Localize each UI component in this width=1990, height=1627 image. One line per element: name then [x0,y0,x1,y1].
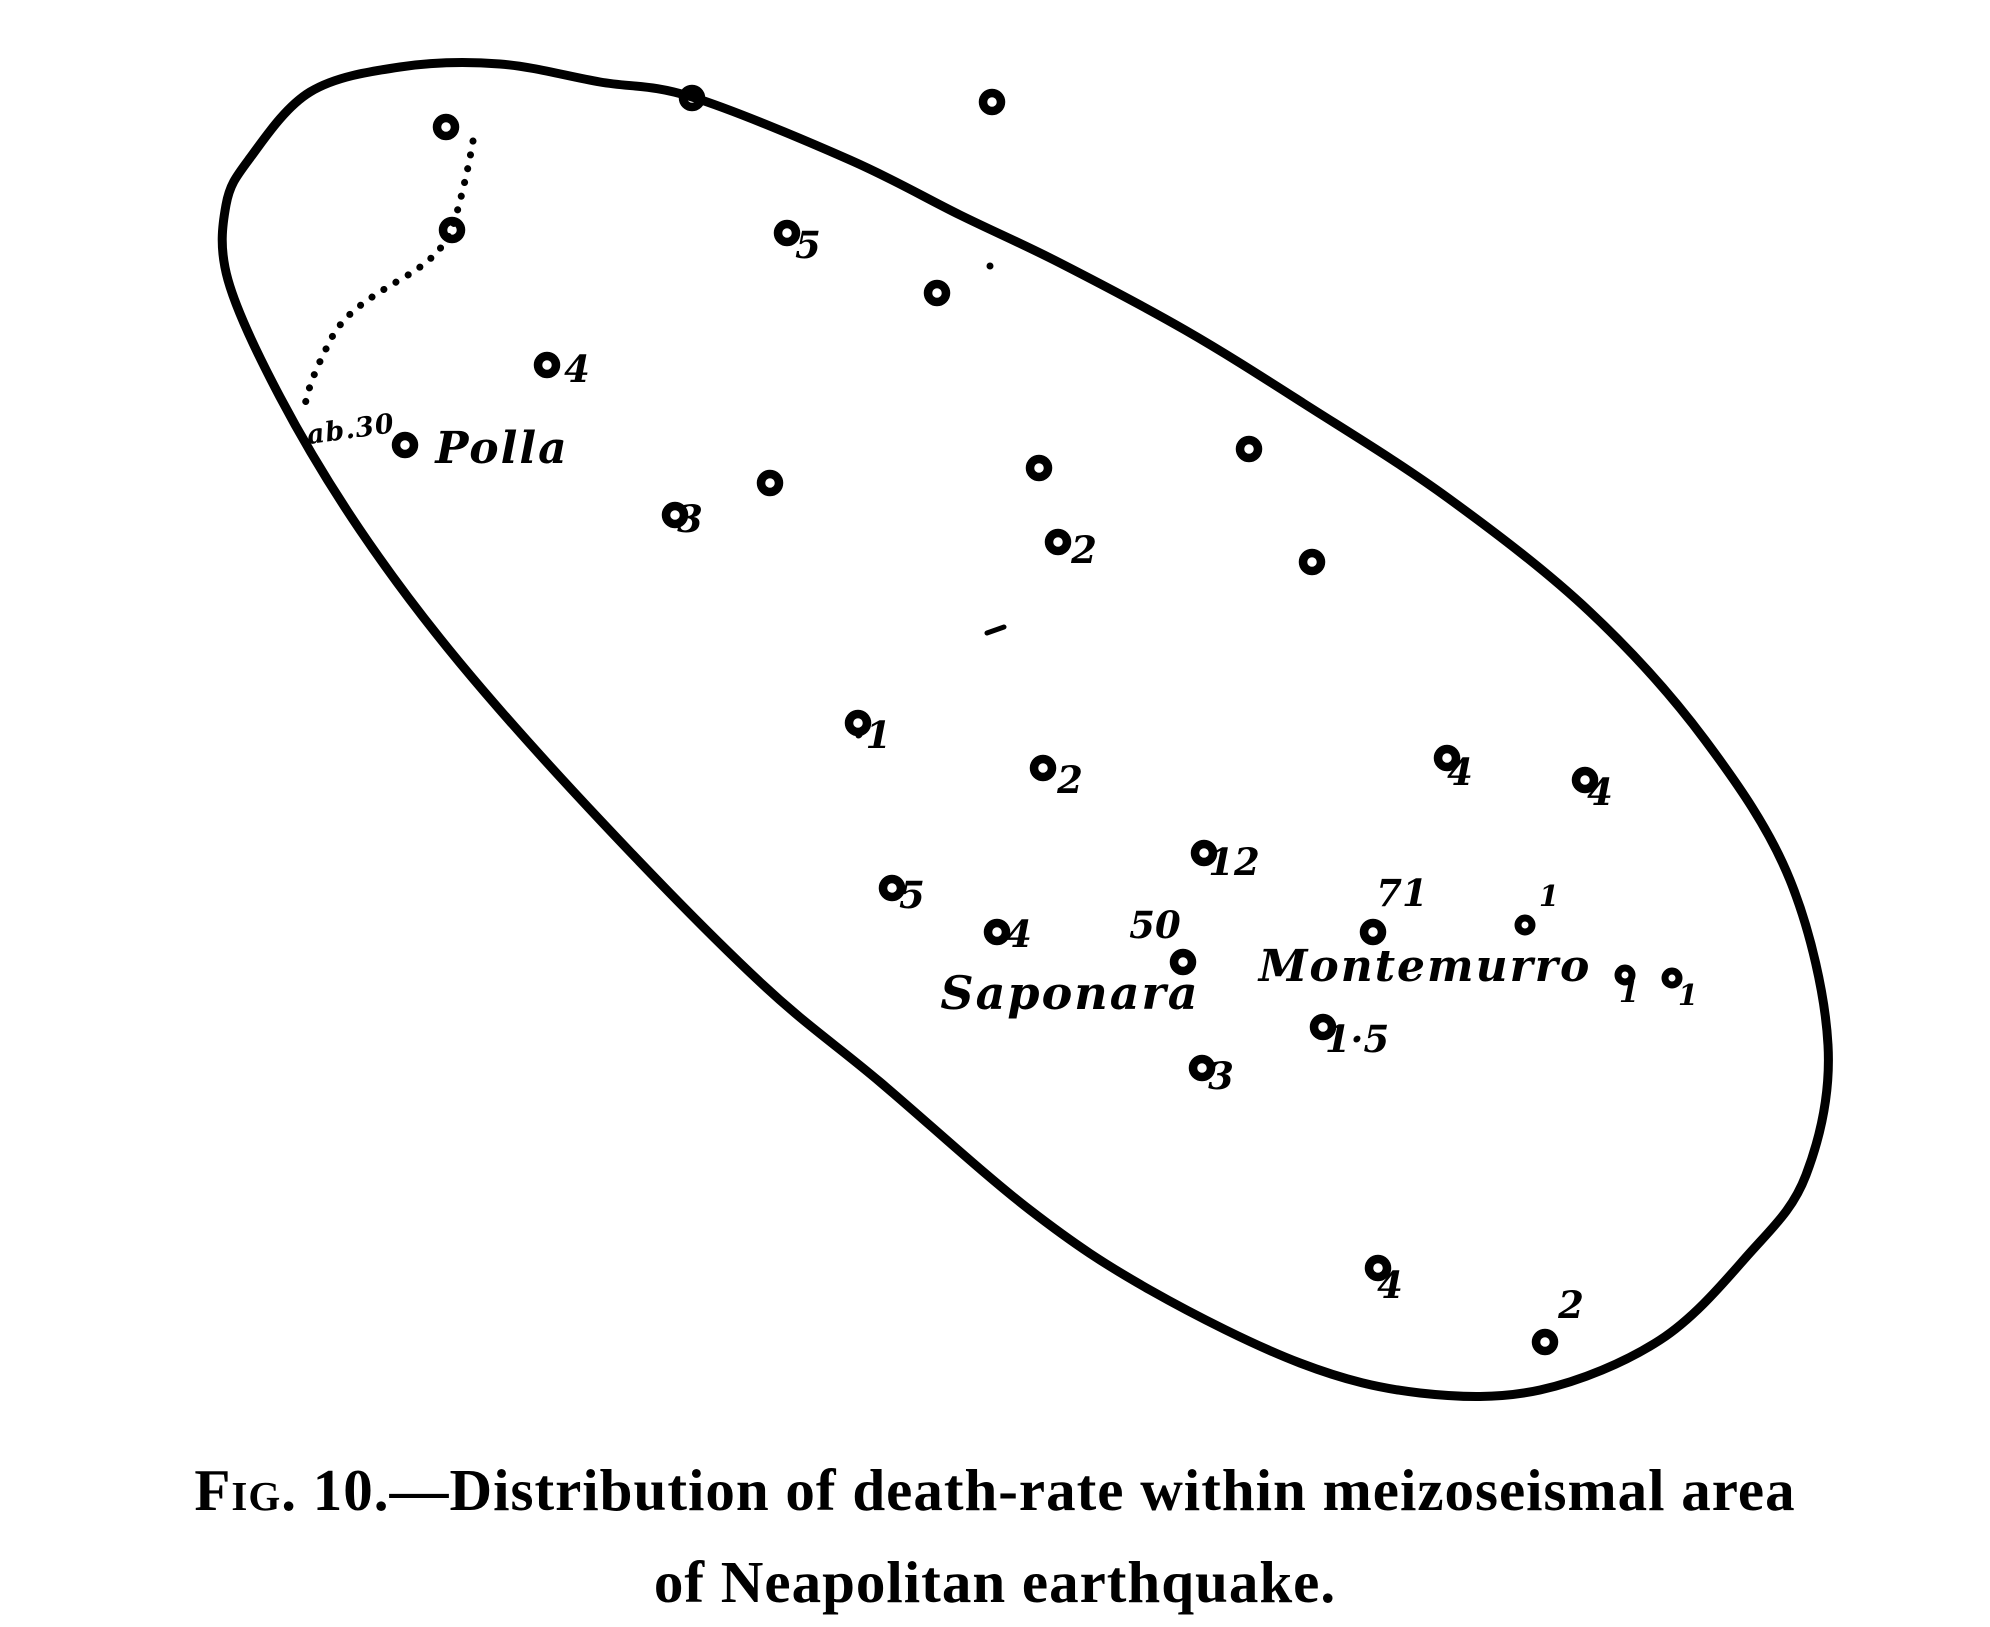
death-rate-marker [432,113,460,141]
death-rate-marker [1235,435,1263,463]
death-rate-marker [533,351,561,379]
death-rate-marker [773,219,801,247]
death-rate-marker [878,874,906,902]
death-rate-label: 4 [564,347,590,391]
death-rate-label: 1 [1678,978,1698,1012]
death-rate-marker [438,216,466,244]
death-rate-marker [1359,918,1387,946]
place-label-montemurro: Montemurro [1257,941,1592,992]
death-rate-marker [1364,1254,1392,1282]
places-layer: Polla Saponara Montemurro [433,423,1592,1020]
death-rate-label: 5 [899,873,925,917]
death-rate-label: 4 [1447,750,1473,794]
death-rate-label: 1 [1619,975,1639,1009]
tick-dash [984,624,1007,636]
death-rate-label: 2 [1070,528,1097,572]
death-rate-marker [978,88,1006,116]
death-rate-marker [391,431,419,459]
death-rate-marker [1298,548,1326,576]
death-rate-marker [1531,1328,1559,1356]
death-rate-label: 2 [1557,1283,1584,1327]
speck-dot [986,262,994,270]
death-rate-marker [844,709,872,737]
death-rate-marker [1190,839,1218,867]
death-rate-marker [1188,1054,1216,1082]
death-rate-label: 1·5 [1325,1017,1389,1061]
death-rate-label: 5 [795,223,821,267]
death-rate-marker [1029,754,1057,782]
annotation-ab30: ab.30 [305,408,397,451]
death-rate-marker [1571,766,1599,794]
death-rate-marker [1025,454,1053,482]
death-rate-marker [756,469,784,497]
death-rate-marker [1433,744,1461,772]
death-rate-marker [983,918,1011,946]
death-rate-label: 2 [1056,758,1083,802]
death-rate-label: 4 [1377,1263,1403,1307]
death-rate-label: 3 [677,497,703,541]
death-rate-label: 4 [1006,912,1032,956]
death-rate-marker [1309,1013,1337,1041]
meizoseismal-area-outline [217,58,1833,1401]
death-rate-label: 3 [1208,1054,1234,1098]
figure-number-label: Fig. 10. [194,1457,389,1523]
place-label-polla: Polla [433,423,568,474]
death-rate-marker [923,279,951,307]
death-rate-marker [1514,914,1536,936]
death-rate-label: 12 [1208,840,1260,884]
death-rate-label: 71 [1376,871,1428,915]
markers-layer [391,84,1683,1356]
death-rate-marker [1169,948,1197,976]
dotted-track [300,137,477,415]
labels-layer: 5 4 3 2 ·1 2 4 4 12 5 4 50 71 1 1 1 1·5 3 4 2 [564,223,1698,1327]
caption-text: —Distribution of death-rate within meizo… [389,1457,1796,1523]
death-rate-marker [1661,967,1683,989]
death-rate-label: 50 [1129,903,1181,947]
figure-caption-line-1: Fig. 10.—Distribution of death-rate with… [194,1457,1795,1523]
death-rate-marker [1614,964,1636,986]
death-rate-label: 4 [1587,770,1613,814]
death-rate-label: ·1 [853,713,892,757]
death-rate-marker [1044,528,1072,556]
figure-caption-line-2: of Neapolitan earthquake. [654,1549,1336,1615]
place-label-saponara: Saponara [940,966,1199,1020]
death-rate-label: 1 [1539,879,1559,913]
death-rate-marker [678,84,706,112]
death-rate-marker [661,501,689,529]
